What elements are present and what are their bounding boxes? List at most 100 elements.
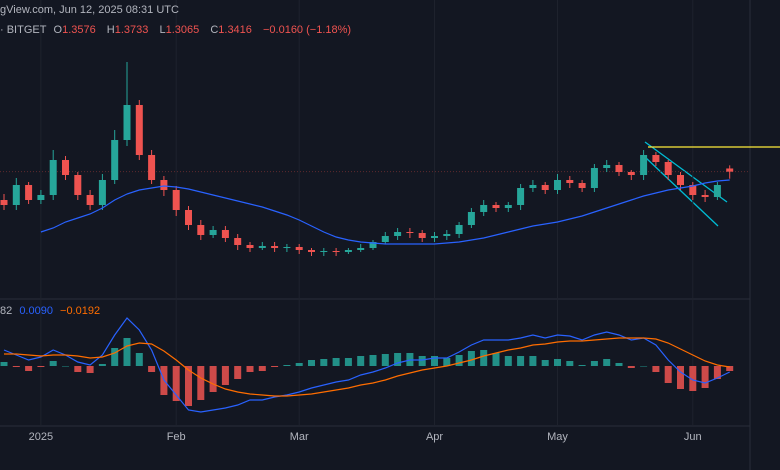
candle-body (160, 180, 168, 190)
histogram-bar (418, 356, 426, 366)
ohlc-key: C (210, 24, 219, 36)
candle-body (504, 205, 512, 208)
candle-body (406, 232, 414, 233)
histogram-bar (271, 366, 279, 367)
candle-body (74, 175, 82, 195)
signal-readout-value: −0.0192 (60, 305, 101, 317)
candle-body (111, 140, 119, 180)
candle-body (627, 172, 635, 175)
candle-body (197, 225, 205, 235)
histogram-bar (603, 359, 611, 366)
candle-body (86, 195, 94, 205)
histogram-bar (677, 366, 684, 389)
candle-body (320, 251, 328, 252)
histogram-bar (98, 364, 106, 366)
candle-body (258, 246, 266, 248)
histogram-bar (74, 366, 82, 372)
histogram-bar (517, 356, 525, 366)
candle-body (566, 180, 574, 183)
histogram-bar (111, 348, 119, 366)
candle-body (652, 155, 660, 162)
candle-body (369, 242, 377, 248)
candle-body (615, 165, 623, 172)
histogram-bar (566, 361, 574, 366)
candle-body (529, 185, 537, 188)
candle-body (246, 245, 254, 248)
candle-body (381, 236, 389, 242)
candle-body (344, 250, 352, 252)
candle-body (135, 105, 143, 155)
candle-body (283, 247, 291, 248)
histogram-bar (369, 355, 377, 366)
histogram-bar (49, 361, 57, 366)
candle-body (148, 155, 156, 180)
histogram-bar (541, 360, 549, 366)
histogram-bar (197, 366, 205, 400)
histogram-bar (344, 358, 352, 366)
histogram-bar (0, 362, 8, 366)
candle-body (726, 168, 734, 172)
macd-readout: 82 0.0090 −0.0192 (0, 305, 104, 317)
x-tick-label: Apr (426, 431, 443, 443)
histogram-bar (554, 359, 561, 366)
candle-body (394, 232, 402, 236)
histogram-bar (701, 366, 709, 388)
histogram-bar (135, 353, 143, 366)
histogram-readout: 82 (0, 305, 13, 317)
histogram-bar (640, 366, 648, 367)
candle-body (123, 105, 131, 140)
histogram-bar (12, 366, 20, 367)
histogram-bar (590, 361, 598, 366)
channel-line (644, 141, 728, 203)
candle-body (455, 225, 463, 234)
symbol: · BITGET (0, 24, 47, 36)
ohlc-key: H (106, 24, 115, 36)
candle-body (467, 212, 475, 225)
histogram-bar (455, 355, 463, 366)
macd-readout-value: 0.0090 (19, 305, 53, 317)
histogram-bar (529, 356, 537, 366)
histogram-bar (467, 351, 475, 366)
macd-line (3, 317, 730, 413)
candle-body (640, 155, 648, 175)
candle-body (295, 247, 303, 250)
candle-body (492, 205, 500, 208)
ohlc-line: · BITGET O1.3576 H1.3733 L1.3065 C1.3416… (0, 24, 355, 36)
histogram-bar (431, 356, 438, 366)
candle-body (221, 230, 229, 238)
candle-body (98, 180, 106, 205)
histogram-bar (221, 366, 229, 385)
histogram-bar (578, 365, 586, 366)
histogram-bar (726, 366, 734, 371)
ohlc-value: 1.3065 (165, 24, 200, 36)
candle-body (172, 190, 180, 210)
ohlc-key: O (53, 24, 63, 36)
histogram-bar (713, 366, 721, 379)
candle-body (0, 200, 8, 205)
histogram-bar (209, 366, 217, 392)
candle-body (517, 188, 525, 205)
ohlc-value: 1.3576 (62, 24, 96, 36)
channel-line (644, 156, 719, 227)
histogram-bar (332, 358, 340, 366)
histogram-bar (504, 356, 512, 366)
histogram-bar (308, 360, 315, 366)
histogram-bar (37, 366, 45, 367)
candle-body (713, 185, 721, 197)
x-tick-label: Jun (684, 431, 702, 443)
candle-body (664, 162, 672, 175)
candle-body (677, 175, 684, 185)
candle-body (689, 185, 697, 195)
candle-body (590, 168, 598, 188)
histogram-bar (652, 366, 660, 372)
histogram-bar (123, 338, 131, 366)
candle-body (25, 185, 33, 200)
candle-body (234, 238, 242, 245)
candle-body (12, 185, 20, 205)
x-tick-label: 2025 (29, 431, 53, 443)
change: −0.0160 (−1.18%) (262, 24, 352, 36)
histogram-bar (295, 363, 303, 366)
histogram-bar (381, 354, 389, 366)
candle-body (49, 160, 57, 195)
histogram-bar (443, 358, 451, 366)
